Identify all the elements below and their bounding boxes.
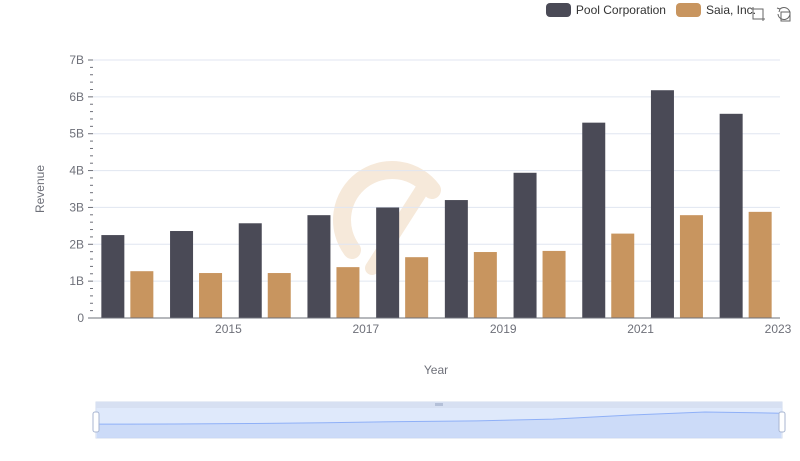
legend-item-pool-corporation[interactable]: Pool Corporation — [545, 3, 666, 17]
toolbox — [750, 6, 792, 22]
zoom-preview-line — [96, 411, 782, 425]
y-tick-label: 4B — [69, 164, 84, 178]
bar-pool-corporation-2022 — [650, 90, 674, 318]
x-tick-label: 2015 — [215, 322, 242, 336]
y-tick-label: 2B — [69, 237, 84, 251]
data-zoom-slider[interactable] — [92, 401, 786, 439]
zoom-icon[interactable] — [750, 6, 766, 22]
bar-saia-2021 — [611, 233, 635, 318]
y-axis-title: Revenue — [33, 165, 47, 213]
bars — [101, 90, 772, 319]
bar-saia-2018 — [405, 257, 429, 318]
bar-pool-corporation-2016 — [238, 223, 262, 318]
bar-pool-corporation-2023 — [719, 113, 743, 318]
bar-pool-corporation-2019 — [444, 200, 468, 318]
zoom-drag-grip — [435, 403, 443, 406]
bar-saia-2016 — [267, 273, 291, 318]
bar-saia-2017 — [336, 267, 360, 318]
grid-lines — [93, 59, 780, 282]
y-tick-label: 1B — [69, 274, 84, 288]
x-tick-label: 2017 — [352, 322, 379, 336]
axes: 0 1B 2B 3B 4B 5B 6B 7B 2015 2017 2019 2021 2023 — [69, 53, 791, 336]
x-tick-label: 2021 — [627, 322, 654, 336]
bar-pool-corporation-2020 — [513, 172, 537, 318]
x-axis-title: Year — [424, 363, 448, 377]
bar-saia-2015 — [199, 273, 223, 318]
legend-swatch — [545, 3, 571, 17]
x-tick-label: 2023 — [765, 322, 792, 336]
bar-pool-corporation-2021 — [582, 122, 606, 319]
bar-saia-2014 — [130, 271, 154, 318]
zoom-preview-area — [97, 412, 781, 438]
legend-swatch — [675, 3, 701, 17]
bar-saia-2020 — [542, 250, 566, 318]
bar-pool-corporation-2014 — [101, 235, 125, 318]
bar-pool-corporation-2015 — [170, 231, 194, 318]
legend-item-saia[interactable]: Saia, Inc. — [675, 3, 756, 17]
x-tick-label: 2019 — [490, 322, 517, 336]
y-tick-label: 3B — [69, 200, 84, 214]
zoom-handle-left — [92, 411, 100, 433]
legend-label: Saia, Inc. — [705, 3, 756, 17]
y-tick-label: 6B — [69, 90, 84, 104]
y-tick-label: 5B — [69, 127, 84, 141]
legend-label: Pool Corporation — [575, 3, 666, 17]
y-tick-label: 7B — [69, 53, 84, 67]
bar-saia-2022 — [679, 215, 703, 318]
bar-pool-corporation-2017 — [307, 215, 331, 318]
y-tick-label: 0 — [77, 311, 84, 325]
restore-icon[interactable] — [776, 6, 792, 22]
bar-saia-2019 — [473, 252, 497, 318]
bar-pool-corporation-2018 — [376, 207, 400, 318]
watermark-arc — [333, 161, 441, 259]
legend: Pool Corporation Saia, Inc. — [545, 3, 756, 17]
zoom-handle-right — [778, 411, 786, 433]
bar-saia-2023 — [748, 211, 772, 318]
